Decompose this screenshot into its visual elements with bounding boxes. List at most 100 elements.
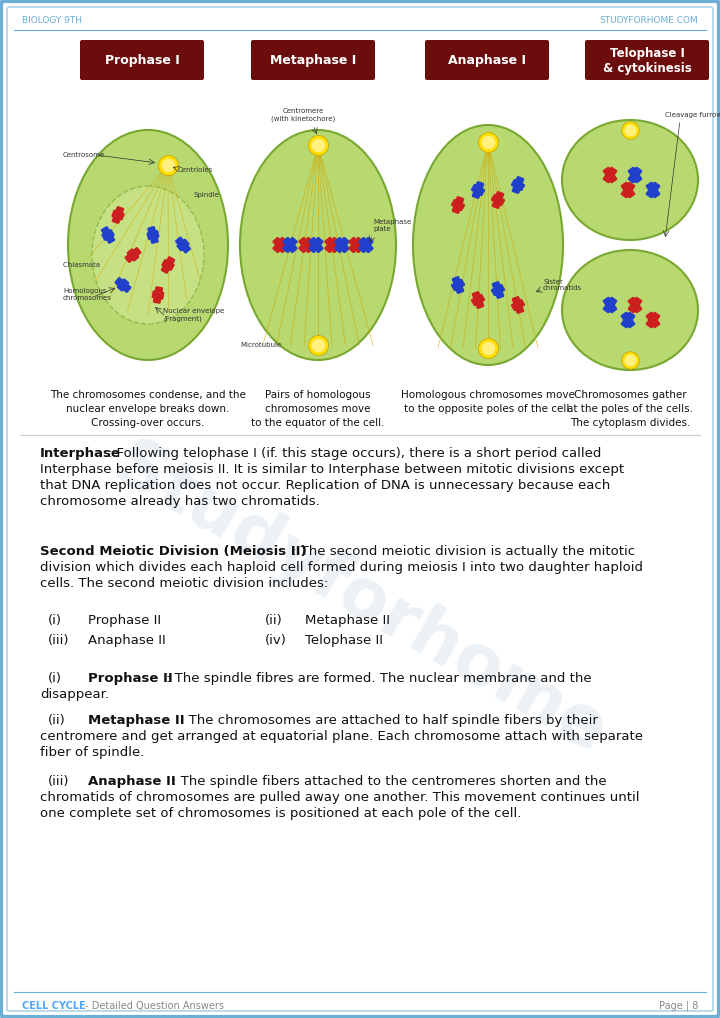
Text: (iv): (iv) xyxy=(265,634,287,647)
FancyBboxPatch shape xyxy=(298,237,314,253)
Text: cells. The second meiotic division includes:: cells. The second meiotic division inclu… xyxy=(40,577,328,590)
FancyBboxPatch shape xyxy=(176,238,189,251)
Text: Homologous
chromosomes: Homologous chromosomes xyxy=(63,288,112,301)
FancyBboxPatch shape xyxy=(646,312,660,329)
Ellipse shape xyxy=(562,250,698,370)
Text: chromatids of chromosomes are pulled away one another. This movement continues u: chromatids of chromosomes are pulled awa… xyxy=(40,791,639,804)
FancyBboxPatch shape xyxy=(512,296,524,314)
FancyBboxPatch shape xyxy=(112,210,125,221)
FancyBboxPatch shape xyxy=(603,167,617,183)
Text: & cytokinesis: & cytokinesis xyxy=(603,61,691,74)
FancyBboxPatch shape xyxy=(148,226,158,244)
FancyBboxPatch shape xyxy=(251,40,375,80)
Text: BIOLOGY 9TH: BIOLOGY 9TH xyxy=(22,15,82,24)
Text: Studyforhome: Studyforhome xyxy=(102,432,618,769)
Text: Cleavage furrow: Cleavage furrow xyxy=(665,112,720,118)
FancyBboxPatch shape xyxy=(161,259,175,271)
FancyBboxPatch shape xyxy=(621,181,635,199)
Text: (ii): (ii) xyxy=(48,714,66,727)
Text: Spindle: Spindle xyxy=(193,192,219,197)
Text: (ii): (ii) xyxy=(265,614,283,627)
Text: Sister
chromatids: Sister chromatids xyxy=(543,279,582,291)
Text: disappear.: disappear. xyxy=(40,688,109,701)
FancyBboxPatch shape xyxy=(359,237,374,253)
Text: Nuclear envelope
(Fragment): Nuclear envelope (Fragment) xyxy=(163,308,224,322)
Ellipse shape xyxy=(413,125,563,365)
FancyBboxPatch shape xyxy=(272,237,288,253)
FancyBboxPatch shape xyxy=(348,237,364,253)
Ellipse shape xyxy=(92,186,204,324)
Text: : The spindle fibers attached to the centromeres shorten and the: : The spindle fibers attached to the cen… xyxy=(172,775,607,788)
Text: Centrioles: Centrioles xyxy=(178,167,213,173)
FancyBboxPatch shape xyxy=(511,298,525,312)
FancyBboxPatch shape xyxy=(512,176,524,194)
FancyBboxPatch shape xyxy=(472,291,485,309)
FancyBboxPatch shape xyxy=(161,257,175,274)
FancyBboxPatch shape xyxy=(153,286,163,303)
FancyBboxPatch shape xyxy=(359,237,374,253)
Text: Metaphase II: Metaphase II xyxy=(88,714,184,727)
FancyBboxPatch shape xyxy=(603,296,617,314)
Text: STUDYFORHOME.COM: STUDYFORHOME.COM xyxy=(599,15,698,24)
Ellipse shape xyxy=(562,120,698,240)
FancyBboxPatch shape xyxy=(272,237,288,253)
Text: Anaphase II: Anaphase II xyxy=(88,775,176,788)
Text: - Detailed Question Answers: - Detailed Question Answers xyxy=(82,1001,224,1011)
Text: Chromosomes gather
at the poles of the cells.
The cytoplasm divides.: Chromosomes gather at the poles of the c… xyxy=(567,390,693,428)
FancyBboxPatch shape xyxy=(152,290,164,299)
Text: The chromosomes condense, and the
nuclear envelope breaks down.
Crossing-over oc: The chromosomes condense, and the nuclea… xyxy=(50,390,246,428)
FancyBboxPatch shape xyxy=(127,248,140,262)
FancyBboxPatch shape xyxy=(451,196,464,214)
FancyBboxPatch shape xyxy=(628,296,642,314)
FancyBboxPatch shape xyxy=(603,296,617,314)
Text: Interphase: Interphase xyxy=(40,447,121,460)
Text: Prophase II: Prophase II xyxy=(88,614,161,627)
FancyBboxPatch shape xyxy=(175,236,191,253)
FancyBboxPatch shape xyxy=(628,296,642,314)
Text: Telophase II: Telophase II xyxy=(305,634,383,647)
Text: : The chromosomes are attached to half spindle fibers by their: : The chromosomes are attached to half s… xyxy=(180,714,598,727)
Text: Metaphase
plate: Metaphase plate xyxy=(373,219,411,231)
FancyBboxPatch shape xyxy=(117,278,130,291)
FancyBboxPatch shape xyxy=(451,279,465,291)
FancyBboxPatch shape xyxy=(492,281,504,299)
FancyBboxPatch shape xyxy=(102,229,114,241)
FancyBboxPatch shape xyxy=(324,237,340,253)
FancyBboxPatch shape xyxy=(621,312,635,329)
Text: Second Meiotic Division (Meiosis II): Second Meiotic Division (Meiosis II) xyxy=(40,545,307,558)
FancyBboxPatch shape xyxy=(334,237,350,253)
FancyBboxPatch shape xyxy=(628,167,642,183)
Text: (i): (i) xyxy=(48,672,62,685)
Text: : Following telophase I (if. this stage occurs), there is a short period called: : Following telophase I (if. this stage … xyxy=(108,447,601,460)
FancyBboxPatch shape xyxy=(298,237,314,253)
Text: Prophase II: Prophase II xyxy=(88,672,173,685)
FancyBboxPatch shape xyxy=(425,40,549,80)
FancyBboxPatch shape xyxy=(471,294,485,306)
Text: chromosome already has two chromatids.: chromosome already has two chromatids. xyxy=(40,495,320,508)
Text: Pairs of homologous
chromosomes move
to the equator of the cell.: Pairs of homologous chromosomes move to … xyxy=(251,390,384,428)
FancyBboxPatch shape xyxy=(646,312,660,329)
FancyBboxPatch shape xyxy=(324,237,340,253)
Text: Metaphase I: Metaphase I xyxy=(270,54,356,66)
FancyBboxPatch shape xyxy=(511,179,525,191)
FancyBboxPatch shape xyxy=(334,237,350,253)
FancyBboxPatch shape xyxy=(621,181,635,199)
Text: Centrosome: Centrosome xyxy=(63,152,105,158)
Text: fiber of spindle.: fiber of spindle. xyxy=(40,746,145,759)
Text: (iii): (iii) xyxy=(48,775,70,788)
FancyBboxPatch shape xyxy=(282,237,297,253)
Ellipse shape xyxy=(68,130,228,360)
FancyBboxPatch shape xyxy=(646,181,660,199)
FancyBboxPatch shape xyxy=(114,277,132,293)
Text: Prophase I: Prophase I xyxy=(104,54,179,66)
Text: Metaphase II: Metaphase II xyxy=(305,614,390,627)
FancyBboxPatch shape xyxy=(492,191,504,209)
FancyBboxPatch shape xyxy=(125,247,142,263)
Text: : The second meiotic division is actually the mitotic: : The second meiotic division is actuall… xyxy=(292,545,635,558)
Text: Chiasma​ta: Chiasma​ta xyxy=(63,262,100,268)
FancyBboxPatch shape xyxy=(308,237,324,253)
FancyBboxPatch shape xyxy=(80,40,204,80)
FancyBboxPatch shape xyxy=(472,181,485,199)
Text: (iii): (iii) xyxy=(48,634,70,647)
Text: centromere and get arranged at equatorial plane. Each chromosome attach with sep: centromere and get arranged at equatoria… xyxy=(40,730,643,743)
